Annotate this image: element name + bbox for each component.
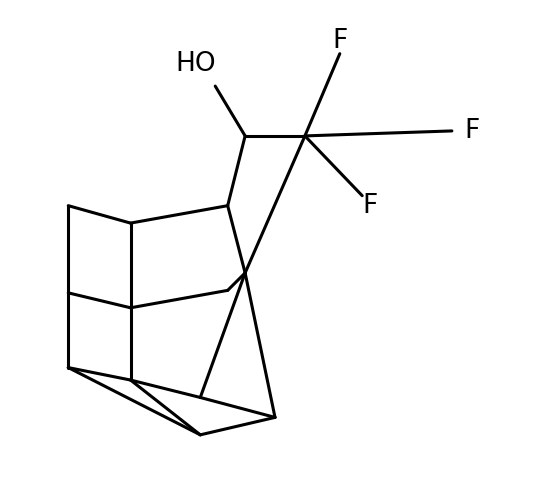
- Text: F: F: [332, 28, 347, 54]
- Text: F: F: [464, 118, 479, 144]
- Text: HO: HO: [175, 51, 216, 77]
- Text: F: F: [362, 193, 377, 218]
